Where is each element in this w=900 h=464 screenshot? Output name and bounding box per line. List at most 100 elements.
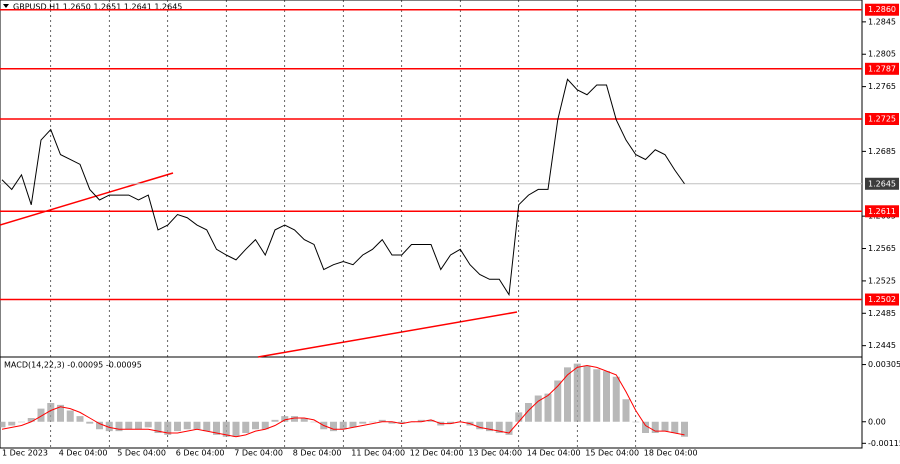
level-box: [865, 62, 899, 75]
signal-line: [1, 364, 685, 438]
x-tick-label: 13 Dec 04:00: [468, 449, 522, 458]
histogram-bar: [417, 419, 425, 422]
histogram-bar: [47, 403, 55, 422]
x-tick-label: 14 Dec 04:00: [527, 449, 581, 458]
histogram-bar: [651, 421, 659, 433]
histogram-bar: [486, 421, 493, 432]
histogram-bar: [564, 367, 571, 422]
histogram-bar: [476, 421, 484, 430]
histogram-bar: [183, 421, 191, 430]
menu-triangle[interactable]: [3, 4, 9, 8]
histogram-bar: [66, 410, 74, 422]
histogram-bar: [622, 399, 630, 422]
histogram-bar: [505, 421, 513, 435]
level-box: [865, 293, 899, 306]
y-tick-label: 1.2805: [868, 50, 896, 59]
histogram-bar: [252, 421, 259, 430]
y-tick-label: 1.2565: [868, 244, 896, 253]
price-line: [1, 78, 685, 297]
histogram-bar: [300, 418, 308, 422]
plot-frame: [0, 0, 863, 449]
trend-line: [0, 172, 174, 226]
histogram-bar: [554, 380, 562, 422]
histogram-bar: [544, 393, 552, 422]
histogram-bar: [8, 421, 16, 426]
histogram-bar: [661, 421, 669, 432]
level-label: 1.2502: [868, 295, 896, 304]
level-label: 1.2860: [868, 5, 896, 14]
level-box: [865, 3, 899, 16]
histogram-bar: [593, 369, 601, 422]
histogram-bar: [447, 421, 454, 424]
chart-title: GBPUSD,H1 1.2650 1.2651 1.2641 1.2645: [13, 3, 182, 12]
level-box: [865, 113, 899, 125]
histogram-bar: [86, 421, 94, 424]
histogram-bar: [349, 421, 357, 428]
histogram-bar: [76, 416, 84, 422]
y-tick-label: -0.00115: [868, 439, 900, 448]
histogram-bar: [573, 363, 581, 422]
histogram-bar: [603, 371, 610, 422]
level-box: [865, 205, 899, 218]
x-tick-label: 6 Dec 04:00: [176, 449, 225, 458]
histogram-bar: [57, 404, 64, 422]
histogram-bar: [525, 403, 532, 422]
histogram-bar: [671, 421, 679, 433]
histogram-bar: [203, 421, 211, 432]
y-tick-label: 1.2525: [868, 276, 896, 285]
x-tick-label: 15 Dec 04:00: [585, 449, 639, 458]
histogram-bar: [174, 421, 181, 432]
histogram-bar: [534, 395, 542, 422]
histogram-bar: [242, 421, 250, 433]
histogram-bar: [271, 419, 279, 422]
histogram-bar: [369, 421, 376, 423]
histogram-bar: [144, 421, 152, 428]
level-label: 1.2787: [868, 64, 896, 73]
histogram-bar: [213, 421, 220, 435]
histogram-bar: [681, 421, 688, 437]
histogram-bar: [96, 421, 103, 430]
histogram-bar: [261, 421, 269, 430]
histogram-bar: [330, 421, 337, 432]
histogram-bar: [222, 421, 230, 437]
histogram-bar: [18, 421, 25, 423]
x-tick-label: 11 Dec 04:00: [351, 449, 405, 458]
histogram-bar: [232, 421, 240, 437]
last-price-label: 1.2645: [868, 179, 896, 188]
y-tick-label: 0.00305: [868, 360, 900, 369]
x-tick-label: 12 Dec 04:00: [410, 449, 464, 458]
histogram-bar: [398, 421, 406, 424]
y-tick-label: 0.00: [868, 417, 886, 426]
histogram-bar: [164, 421, 172, 435]
histogram-bar: [388, 421, 396, 424]
trend-line: [257, 311, 518, 358]
histogram-bar: [359, 421, 367, 424]
x-tick-label: 18 Dec 04:00: [644, 449, 698, 458]
histogram-bar: [612, 376, 620, 422]
histogram-bar: [583, 365, 591, 422]
histogram-bar: [339, 421, 347, 430]
histogram-bar: [125, 421, 133, 430]
y-tick-label: 1.2765: [868, 82, 896, 91]
histogram-bar: [154, 421, 162, 433]
indicator-title: MACD(14,22,3) -0.00095 -0.00095: [4, 361, 142, 370]
level-label: 1.2725: [868, 115, 896, 124]
histogram-bar: [193, 421, 201, 430]
x-tick-label: 5 Dec 04:00: [117, 449, 166, 458]
y-tick-label: 1.2845: [868, 17, 896, 26]
histogram-bar: [378, 419, 386, 422]
y-tick-label: 1.2685: [868, 147, 896, 156]
histogram-bar: [632, 421, 640, 423]
histogram-bar: [281, 416, 289, 422]
x-tick-label: 7 Dec 04:00: [234, 449, 283, 458]
y-tick-label: 1.2485: [868, 309, 896, 318]
level-label: 1.2611: [868, 207, 896, 216]
histogram-bar: [27, 418, 35, 422]
y-tick-label: 1.2445: [868, 341, 896, 350]
histogram-bar: [37, 408, 45, 422]
histogram-bar: [0, 421, 6, 428]
last-price-box: [865, 177, 899, 190]
histogram-bar: [495, 421, 503, 433]
